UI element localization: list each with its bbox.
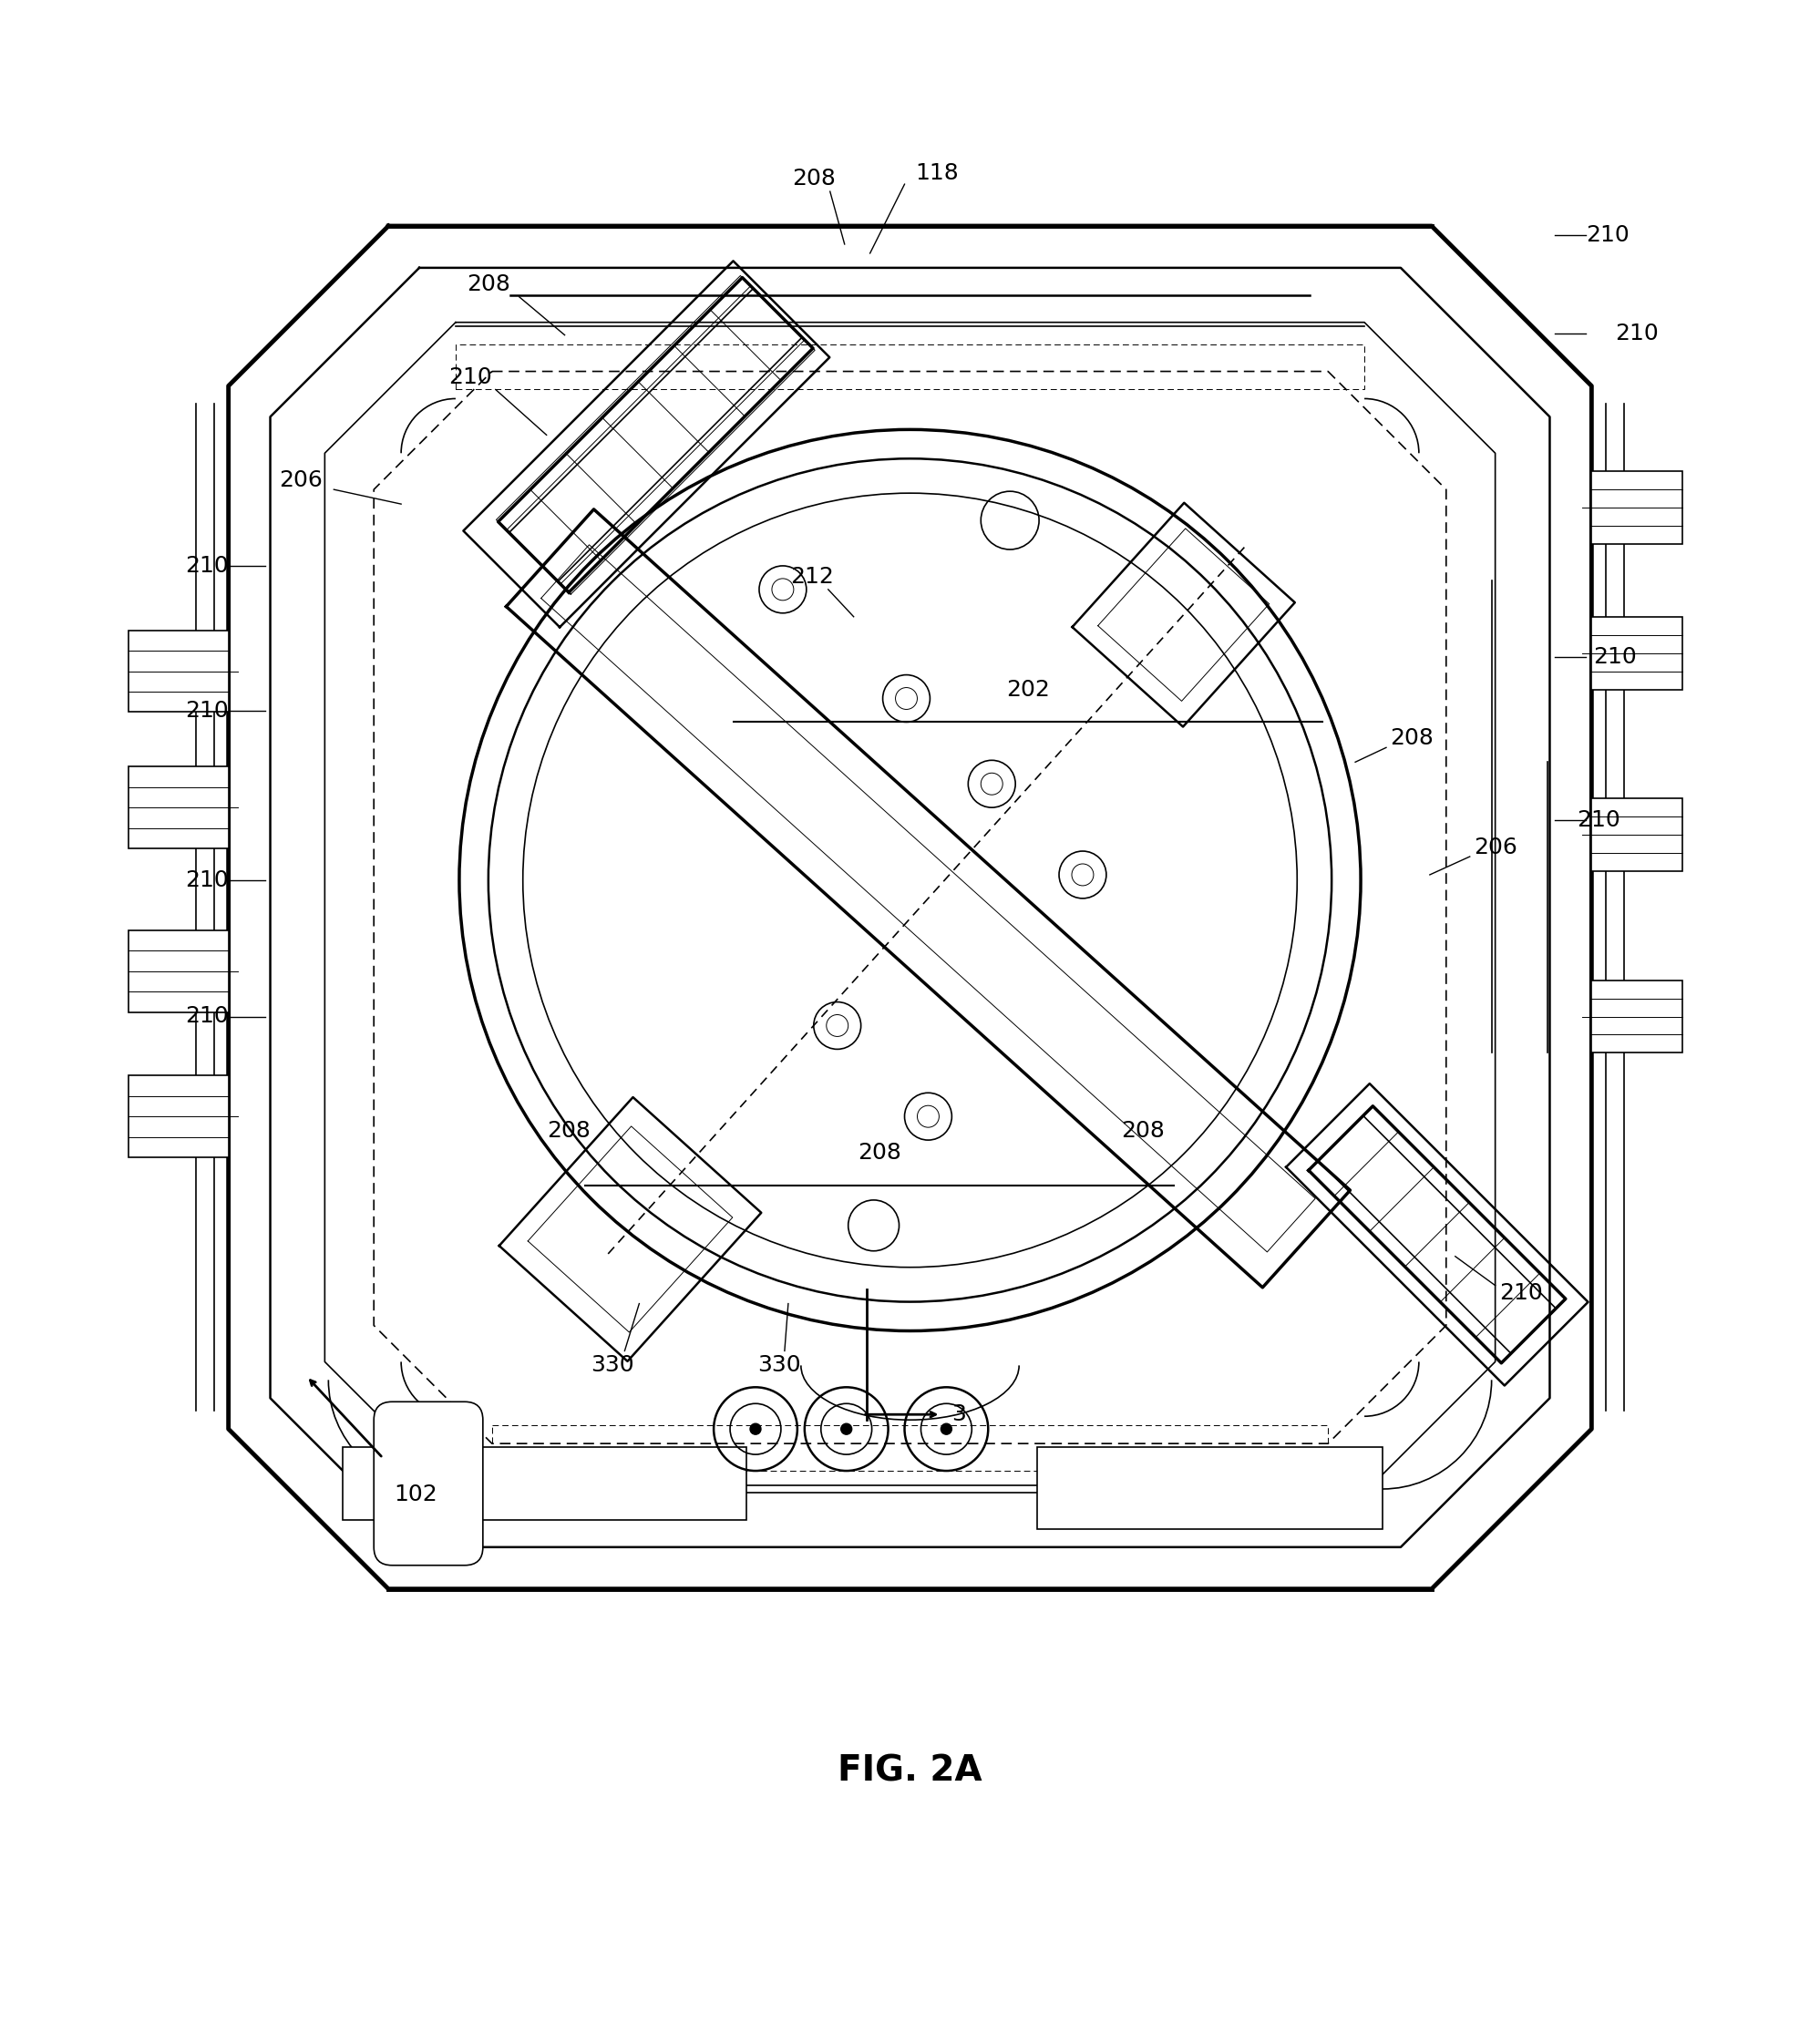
Text: 212: 212 [790, 565, 834, 588]
Text: FIG. 2A: FIG. 2A [837, 1752, 983, 1787]
Text: 330: 330 [590, 1354, 633, 1376]
Bar [1591, 799, 1682, 870]
Text: 208: 208 [1121, 1120, 1165, 1143]
Bar [1037, 1447, 1383, 1529]
Text: 210: 210 [186, 555, 228, 577]
Bar [1591, 616, 1682, 689]
Text: 330: 330 [757, 1354, 801, 1376]
Text: 3: 3 [952, 1403, 966, 1425]
Bar [129, 1075, 229, 1157]
Text: 208: 208 [792, 169, 835, 189]
Bar [129, 931, 229, 1012]
Text: 118: 118 [915, 163, 959, 185]
Text: 202: 202 [1006, 679, 1050, 699]
Text: 210: 210 [186, 870, 228, 890]
Circle shape [841, 1423, 852, 1435]
Bar [129, 630, 229, 712]
Text: 208: 208 [1390, 728, 1434, 750]
Text: 206: 206 [1474, 836, 1518, 858]
Bar [129, 766, 229, 848]
Text: 210: 210 [1578, 809, 1620, 831]
Text: 210: 210 [448, 366, 491, 388]
Bar [1591, 472, 1682, 545]
Text: 208: 208 [857, 1143, 901, 1163]
Circle shape [941, 1423, 952, 1435]
Circle shape [750, 1423, 761, 1435]
Text: 208: 208 [466, 272, 510, 295]
Text: 208: 208 [546, 1120, 590, 1143]
Text: 210: 210 [1594, 646, 1636, 667]
Bar [1591, 980, 1682, 1053]
FancyBboxPatch shape [373, 1403, 482, 1565]
Bar [342, 1447, 746, 1521]
Text: 210: 210 [1500, 1281, 1542, 1303]
Text: 206: 206 [278, 470, 322, 492]
Text: 210: 210 [186, 1006, 228, 1027]
Text: 210: 210 [186, 699, 228, 722]
Text: 210: 210 [1614, 323, 1658, 344]
Text: 210: 210 [1587, 224, 1629, 246]
Text: 102: 102 [393, 1484, 437, 1504]
